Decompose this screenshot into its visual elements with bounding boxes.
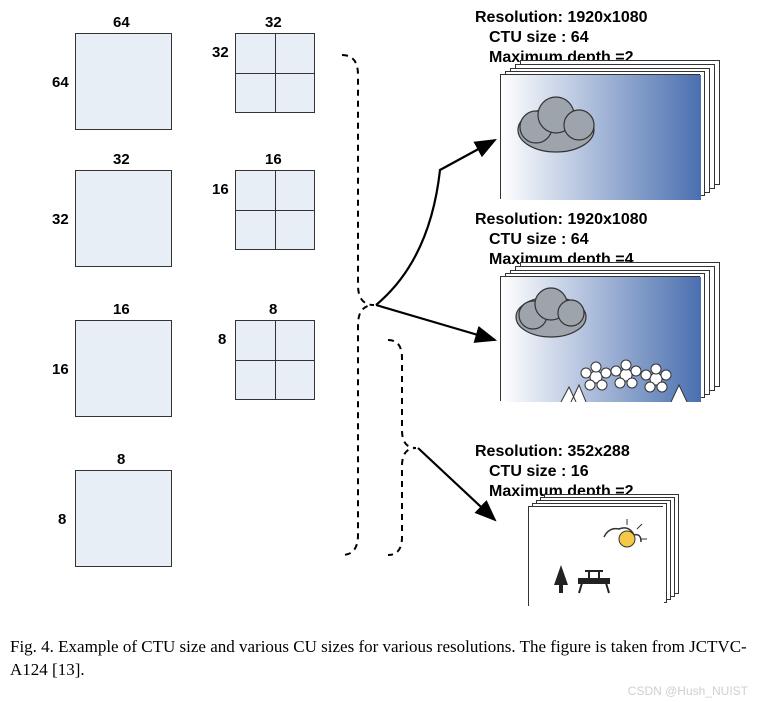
cloud-scene-icon: [501, 75, 701, 200]
cu-quad-16-top-label: 16: [265, 151, 282, 168]
panel-3-line-2: CTU size : 16: [475, 462, 633, 482]
panel-2-line-1: Resolution: 1920x1080: [475, 210, 648, 230]
arrow-2: [376, 305, 495, 340]
panel-3-info: Resolution: 352x288 CTU size : 16 Maximu…: [475, 442, 633, 502]
cu-box-64-left-label: 64: [52, 74, 69, 91]
panel-1-image: [500, 74, 700, 199]
cu-box-16-left-label: 16: [52, 361, 69, 378]
flowers-scene-icon: [501, 277, 701, 402]
cu-quad-32-left-label: 32: [212, 44, 229, 61]
cu-box-8-top-label: 8: [117, 451, 125, 468]
cu-quad-8: [235, 320, 315, 400]
panel-2-line-2: CTU size : 64: [475, 230, 648, 250]
cu-quad-16: [235, 170, 315, 250]
cu-box-64: [75, 33, 172, 130]
cu-box-64-top-label: 64: [113, 14, 130, 31]
park-scene-icon: [529, 507, 664, 607]
panel-2-image: [500, 276, 700, 401]
cu-box-16: [75, 320, 172, 417]
watermark-text: CSDN @Hush_NUIST: [628, 684, 748, 698]
panel-1-line-1: Resolution: 1920x1080: [475, 8, 648, 28]
cu-quad-16-left-label: 16: [212, 181, 229, 198]
cu-box-32-left-label: 32: [52, 211, 69, 228]
cu-box-32: [75, 170, 172, 267]
panel-1-info: Resolution: 1920x1080 CTU size : 64 Maxi…: [475, 8, 648, 68]
cu-box-16-top-label: 16: [113, 301, 130, 318]
panel-3-line-1: Resolution: 352x288: [475, 442, 633, 462]
diagram-area: 64 64 32 32 16 16 8 8 32 32 16 16 8 8 Re…: [0, 0, 758, 640]
cu-box-32-top-label: 32: [113, 151, 130, 168]
cu-quad-32: [235, 33, 315, 113]
panel-2-info: Resolution: 1920x1080 CTU size : 64 Maxi…: [475, 210, 648, 270]
brace-small: [388, 340, 416, 555]
cu-quad-8-left-label: 8: [218, 331, 226, 348]
brace-large: [342, 55, 374, 555]
cu-box-8-left-label: 8: [58, 511, 66, 528]
cu-box-8: [75, 470, 172, 567]
cu-quad-32-top-label: 32: [265, 14, 282, 31]
panel-3-image: [528, 506, 663, 606]
panel-1-line-2: CTU size : 64: [475, 28, 648, 48]
figure-caption: Fig. 4. Example of CTU size and various …: [10, 636, 748, 682]
cu-quad-8-top-label: 8: [269, 301, 277, 318]
